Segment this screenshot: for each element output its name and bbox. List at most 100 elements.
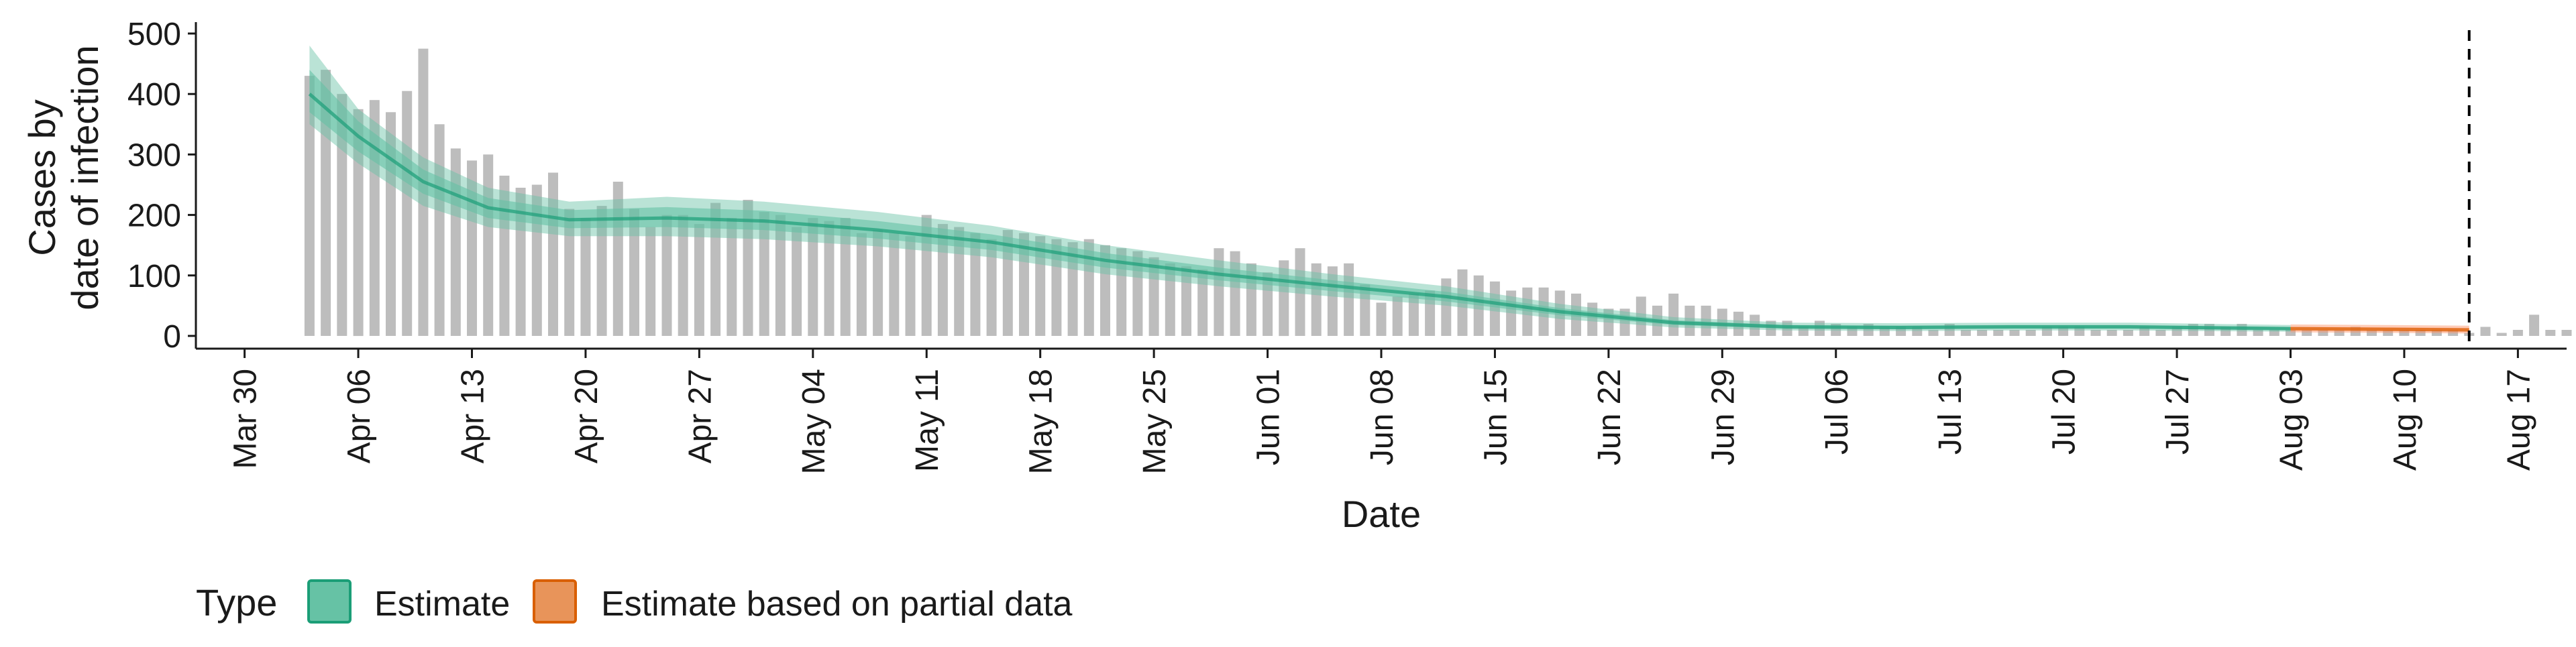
case-bar xyxy=(353,109,364,337)
case-bar xyxy=(661,215,672,336)
case-bar xyxy=(580,218,591,336)
case-bar xyxy=(2496,333,2507,336)
case-bar xyxy=(1392,296,1403,336)
x-tick-label: Mar 30 xyxy=(228,369,264,469)
case-bar xyxy=(1522,287,1533,336)
case-bar xyxy=(1376,302,1387,336)
case-bar xyxy=(1181,266,1191,336)
legend-title: Type xyxy=(196,581,277,624)
case-bar xyxy=(434,124,445,337)
case-bar xyxy=(548,172,558,336)
case-bar xyxy=(2009,330,2020,336)
case-bar xyxy=(1408,293,1419,336)
case-bar xyxy=(1798,327,1809,336)
legend-label-estimate: Estimate xyxy=(374,585,510,624)
case-bar xyxy=(1035,236,1046,336)
case-bar xyxy=(629,209,639,336)
case-bar xyxy=(304,76,315,336)
case-bar xyxy=(2302,330,2312,336)
case-bar xyxy=(986,239,997,336)
case-bar xyxy=(1051,239,1062,336)
case-bar xyxy=(2058,327,2069,336)
x-axis-title: Date xyxy=(1342,493,1421,535)
y-tick-label: 0 xyxy=(163,319,181,355)
case-bar xyxy=(2399,330,2410,336)
x-tick-label: Jun 29 xyxy=(1705,369,1741,465)
case-bar xyxy=(2480,327,2491,336)
y-tick-label: 100 xyxy=(127,259,181,294)
y-axis-title-line-2: date of infection xyxy=(64,45,106,310)
case-bar xyxy=(337,94,347,336)
case-bar xyxy=(2334,330,2345,336)
case-bar xyxy=(2090,330,2101,336)
case-bar xyxy=(2269,330,2279,336)
legend-swatch-estimate xyxy=(307,579,352,624)
legend-swatch-partial xyxy=(533,579,577,624)
case-bar xyxy=(954,227,965,336)
case-bar xyxy=(1344,263,1354,336)
y-tick-label: 500 xyxy=(127,17,181,52)
x-tick-label: Aug 03 xyxy=(2274,369,2310,471)
x-tick-label: Jul 13 xyxy=(1933,369,1968,455)
case-bar xyxy=(1847,327,1858,336)
estimate-band-50 xyxy=(309,70,2291,330)
case-bar xyxy=(402,91,413,336)
x-tick-label: Aug 10 xyxy=(2387,369,2423,471)
legend-label-partial: Estimate based on partial data xyxy=(601,585,1073,624)
legend: Type Estimate Estimate based on partial … xyxy=(196,579,1073,624)
case-bar xyxy=(483,154,494,336)
case-bar xyxy=(2383,330,2394,336)
case-bar xyxy=(921,215,932,336)
case-bar xyxy=(1360,284,1371,336)
x-tick-label: May 25 xyxy=(1137,369,1173,474)
x-tick-label: May 04 xyxy=(796,369,832,474)
case-bar xyxy=(759,212,769,336)
case-bar xyxy=(2025,330,2036,336)
case-bar xyxy=(2171,327,2182,336)
case-bar xyxy=(856,233,867,336)
y-tick-label: 200 xyxy=(127,198,181,234)
case-bar xyxy=(710,202,721,336)
case-bar xyxy=(727,218,737,336)
x-tick-label: Apr 13 xyxy=(455,369,491,463)
case-bar xyxy=(2529,314,2540,336)
case-bar xyxy=(564,209,575,336)
x-tick-label: Jun 22 xyxy=(1592,369,1627,465)
case-bar xyxy=(1635,296,1646,336)
estimate-median-line xyxy=(308,93,2291,331)
x-tick-label: Jul 20 xyxy=(2047,369,2082,455)
case-bar xyxy=(2041,327,2052,336)
case-bar xyxy=(2139,327,2150,336)
case-bar xyxy=(2561,330,2572,336)
case-bar xyxy=(824,221,835,336)
partial-median-line xyxy=(2290,327,2469,332)
case-bar xyxy=(2106,330,2117,336)
case-bar xyxy=(1067,242,1078,336)
case-bar xyxy=(840,218,851,336)
case-bar xyxy=(2286,330,2296,336)
case-bar xyxy=(1116,248,1127,336)
case-bar xyxy=(905,236,916,336)
case-bar xyxy=(1019,233,1029,336)
case-bar xyxy=(645,227,656,336)
case-bar xyxy=(2415,330,2426,336)
case-bar xyxy=(2431,330,2442,336)
case-bar xyxy=(1977,330,1988,336)
case-bar xyxy=(678,215,688,336)
case-bar xyxy=(2512,330,2523,336)
case-bar xyxy=(596,206,607,336)
case-bar xyxy=(775,215,786,336)
case-bar xyxy=(1165,263,1175,336)
case-bar xyxy=(2318,330,2328,336)
case-bar xyxy=(970,233,981,336)
x-tick-label: Jul 27 xyxy=(2160,369,2196,455)
case-bar xyxy=(2155,330,2166,336)
case-bar xyxy=(1587,302,1598,336)
case-bar xyxy=(2253,330,2263,336)
case-bar xyxy=(889,233,900,336)
x-tick-label: Jun 01 xyxy=(1251,369,1287,465)
case-bar xyxy=(2123,330,2133,336)
x-tick-label: Apr 06 xyxy=(341,369,377,463)
